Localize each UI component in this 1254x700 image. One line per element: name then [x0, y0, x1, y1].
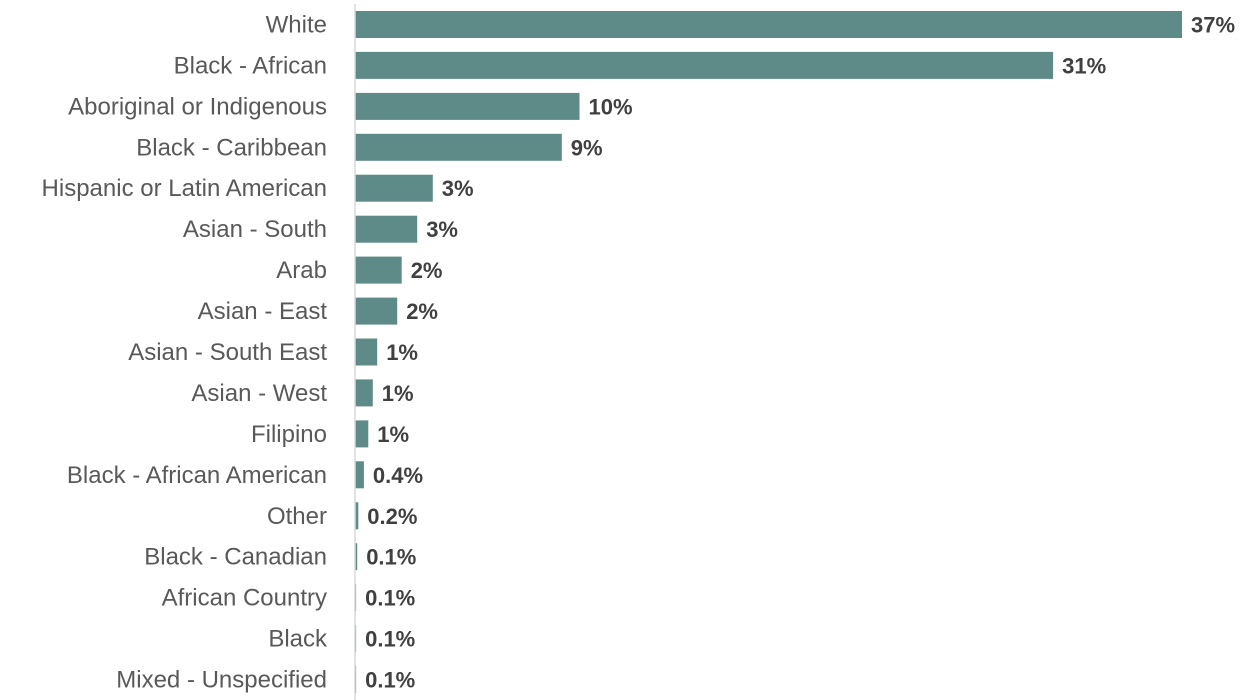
category-label-5: Asian - South [183, 216, 327, 243]
category-label-16: Mixed - Unspecified [116, 667, 327, 694]
value-label-2: 10% [589, 94, 633, 119]
bar-3 [355, 133, 562, 161]
bar-1 [355, 51, 1054, 79]
category-label-1: Black - African [174, 52, 327, 79]
value-label-7: 2% [406, 299, 438, 324]
value-label-3: 9% [571, 135, 603, 160]
category-label-9: Asian - West [191, 380, 327, 407]
bar-7 [355, 297, 398, 325]
category-label-7: Asian - East [198, 298, 328, 325]
bar-10 [355, 420, 369, 448]
bar-0 [355, 11, 1182, 38]
value-label-0: 37% [1191, 13, 1235, 38]
bar-4 [355, 174, 433, 202]
category-label-10: Filipino [251, 421, 327, 448]
category-label-0: White [266, 12, 327, 39]
category-label-2: Aboriginal or Indigenous [68, 93, 327, 120]
category-label-11: Black - African American [67, 462, 327, 489]
bar-13 [355, 543, 358, 571]
bar-11 [355, 461, 364, 489]
category-label-4: Hispanic or Latin American [42, 175, 327, 202]
bar-2 [355, 92, 580, 120]
value-label-13: 0.1% [366, 545, 416, 570]
value-label-4: 3% [442, 176, 474, 201]
category-label-6: Arab [276, 257, 327, 284]
bar-5 [355, 215, 418, 243]
bar-12 [355, 502, 359, 530]
category-label-3: Black - Caribbean [136, 134, 327, 161]
bar-6 [355, 256, 402, 284]
bars-group [355, 11, 1182, 693]
value-label-12: 0.2% [367, 504, 417, 529]
value-labels-group: 37% 31% 10% 9% 3% 3% 2% 2% 1% 1% 1% 0.4% 0.2% 0.1% 0.1… [365, 13, 1235, 693]
value-label-5: 3% [426, 217, 458, 242]
value-label-1: 31% [1062, 53, 1106, 78]
value-label-9: 1% [382, 381, 414, 406]
category-labels-group: White Black - African Aboriginal or Indige… [42, 12, 328, 694]
value-label-6: 2% [411, 258, 443, 283]
value-label-11: 0.4% [373, 463, 423, 488]
value-label-15: 0.1% [365, 627, 415, 652]
category-label-8: Asian - South East [128, 339, 327, 366]
category-label-12: Other [267, 503, 327, 530]
category-label-13: Black - Canadian [144, 544, 327, 571]
value-label-8: 1% [386, 340, 418, 365]
bar-8 [355, 338, 378, 366]
value-label-10: 1% [377, 422, 409, 447]
value-label-16: 0.1% [365, 668, 415, 693]
category-label-15: Black [268, 626, 328, 653]
category-label-14: African Country [162, 585, 327, 612]
bar-9 [355, 379, 373, 407]
value-label-14: 0.1% [365, 586, 415, 611]
